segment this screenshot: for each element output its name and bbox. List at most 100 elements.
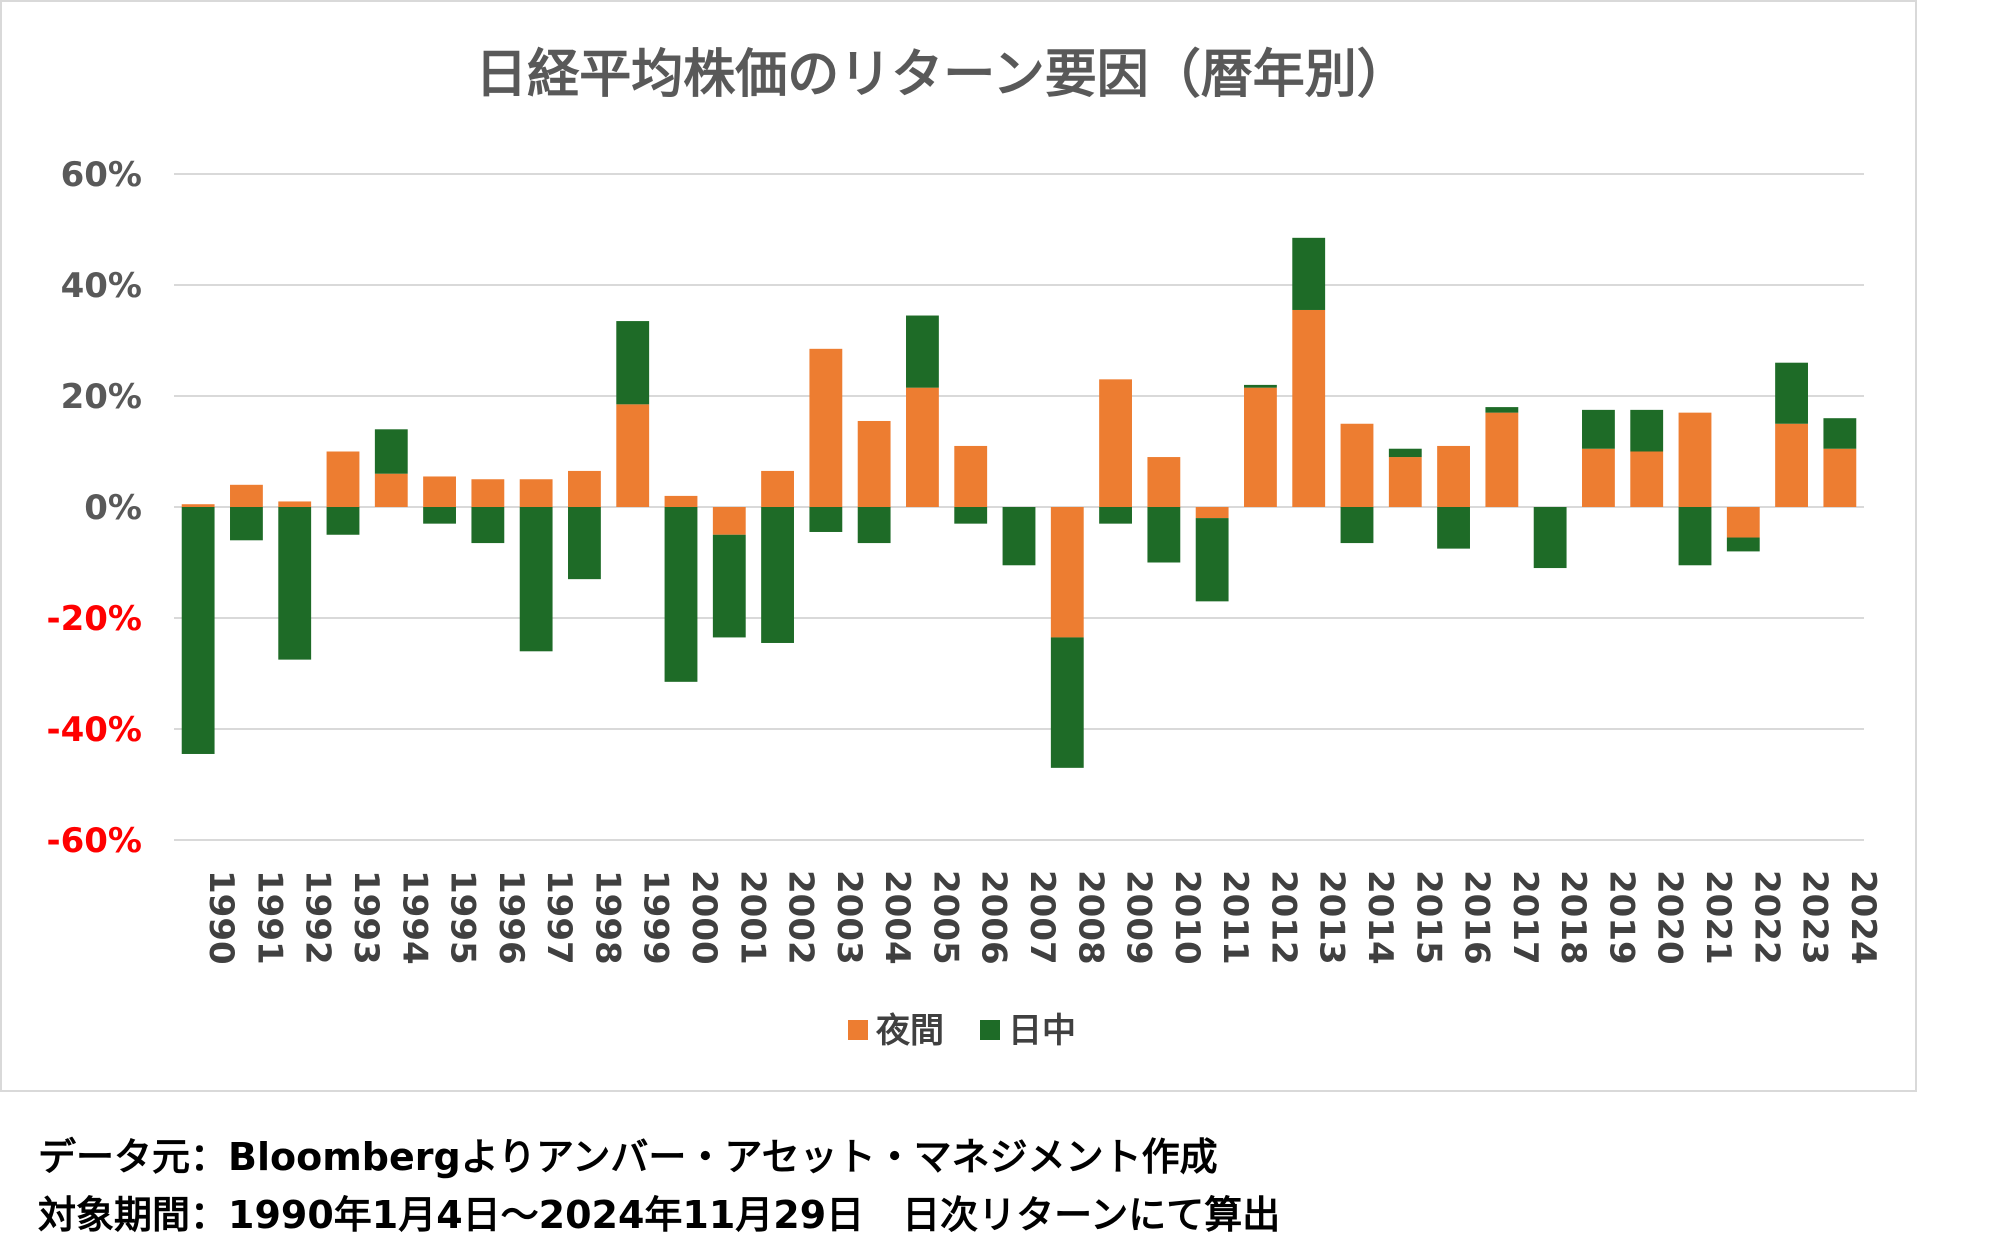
bar-daytime-1999 bbox=[616, 321, 650, 405]
bar-daytime-2023 bbox=[1775, 362, 1808, 424]
bar-overnight-1990 bbox=[181, 504, 215, 507]
x-tick-label: 2004 bbox=[877, 870, 917, 965]
x-tick-label: 1995 bbox=[443, 870, 483, 965]
bar-daytime-2007 bbox=[1002, 507, 1036, 566]
y-tick-label: 60% bbox=[61, 155, 142, 195]
bar-daytime-2010 bbox=[1147, 507, 1181, 563]
legend: 夜間 日中 bbox=[848, 1011, 1076, 1051]
bar-overnight-2000 bbox=[664, 495, 698, 507]
x-tick-label: 2000 bbox=[684, 870, 724, 965]
bar-daytime-2001 bbox=[712, 534, 746, 638]
x-tick-label: 2005 bbox=[925, 870, 965, 965]
y-tick-label: 0% bbox=[84, 488, 142, 528]
bar-overnight-1991 bbox=[230, 484, 263, 507]
bar-overnight-1994 bbox=[374, 473, 408, 507]
bar-daytime-1991 bbox=[230, 507, 263, 541]
x-tick-label: 2015 bbox=[1408, 870, 1448, 965]
footnote-period: 対象期間：1990年1月4日～2024年11月29日 日次リターンにて算出 bbox=[38, 1193, 1281, 1237]
chart-svg: 日経平均株価のリターン要因（暦年別） -60% -40% -20% 0% 20% 40% 6… bbox=[47, 45, 1883, 1051]
bar-daytime-2004 bbox=[857, 507, 891, 544]
x-tick-label: 2002 bbox=[781, 870, 821, 965]
bar-overnight-2022 bbox=[1726, 507, 1760, 538]
x-tick-label: 1998 bbox=[587, 870, 627, 965]
bar-overnight-2003 bbox=[809, 348, 843, 507]
bar-overnight-2013 bbox=[1292, 309, 1326, 507]
y-axis-ticks: -60% -40% -20% 0% 20% 40% 60% bbox=[47, 155, 143, 861]
bar-overnight-2012 bbox=[1244, 387, 1277, 507]
x-tick-label: 1996 bbox=[491, 870, 531, 965]
y-tick-label: -20% bbox=[47, 599, 143, 639]
legend-swatch-overnight bbox=[848, 1020, 868, 1040]
bar-overnight-2004 bbox=[857, 420, 891, 507]
x-tick-label: 2016 bbox=[1457, 870, 1497, 965]
x-tick-label: 2022 bbox=[1746, 870, 1786, 965]
bar-overnight-2024 bbox=[1823, 448, 1857, 507]
x-tick-label: 1999 bbox=[636, 870, 676, 965]
bar-overnight-2020 bbox=[1630, 451, 1664, 507]
chart-title: 日経平均株価のリターン要因（暦年別） bbox=[475, 45, 1408, 105]
legend-label-overnight: 夜間 bbox=[875, 1011, 944, 1051]
footnote-source: データ元：Bloombergよりアンバー・アセット・マネジメント作成 bbox=[38, 1135, 1218, 1179]
x-tick-label: 1991 bbox=[249, 870, 289, 965]
bar-overnight-1992 bbox=[278, 501, 312, 507]
x-tick-label: 2019 bbox=[1601, 870, 1641, 965]
x-tick-label: 2007 bbox=[1022, 870, 1062, 965]
bar-layer bbox=[181, 237, 1857, 768]
x-tick-label: 2014 bbox=[1360, 870, 1400, 965]
bar-overnight-2002 bbox=[761, 470, 794, 507]
bar-overnight-1996 bbox=[471, 479, 505, 507]
x-tick-label: 2023 bbox=[1795, 870, 1835, 965]
x-tick-label: 2011 bbox=[1215, 870, 1255, 965]
bar-daytime-2011 bbox=[1195, 518, 1229, 602]
bar-overnight-1993 bbox=[326, 451, 360, 507]
bar-daytime-2009 bbox=[1099, 507, 1132, 524]
bar-overnight-2016 bbox=[1437, 445, 1470, 507]
x-tick-label: 1992 bbox=[298, 870, 338, 965]
x-tick-label: 2001 bbox=[732, 870, 772, 965]
bar-overnight-2019 bbox=[1582, 448, 1615, 507]
bar-daytime-2005 bbox=[906, 315, 939, 388]
x-tick-label: 2018 bbox=[1553, 870, 1593, 965]
chart-frame: 日経平均株価のリターン要因（暦年別） -60% -40% -20% 0% 20% 40% 6… bbox=[0, 0, 1917, 1092]
bar-overnight-2017 bbox=[1485, 412, 1519, 507]
bar-daytime-2019 bbox=[1582, 409, 1615, 449]
x-tick-label: 2008 bbox=[1070, 870, 1110, 965]
x-tick-label: 1990 bbox=[201, 870, 241, 965]
x-tick-label: 2012 bbox=[1263, 870, 1303, 965]
x-tick-label: 1997 bbox=[539, 870, 579, 965]
footnote: データ元：Bloombergよりアンバー・アセット・マネジメント作成 対象期間：… bbox=[38, 1128, 1280, 1244]
bar-overnight-2001 bbox=[712, 507, 746, 535]
bar-daytime-1996 bbox=[471, 507, 505, 544]
bar-daytime-2008 bbox=[1050, 637, 1084, 768]
bar-overnight-2005 bbox=[906, 387, 939, 507]
bar-daytime-2013 bbox=[1292, 237, 1326, 310]
bar-overnight-2023 bbox=[1775, 423, 1808, 507]
x-tick-label: 2013 bbox=[1312, 870, 1352, 965]
bar-overnight-2008 bbox=[1050, 507, 1084, 638]
bar-overnight-2011 bbox=[1195, 507, 1229, 519]
bar-daytime-2022 bbox=[1726, 537, 1760, 552]
bar-overnight-2009 bbox=[1099, 379, 1132, 507]
bar-daytime-1998 bbox=[568, 507, 601, 580]
bar-daytime-1994 bbox=[374, 429, 408, 474]
x-tick-label: 2024 bbox=[1843, 870, 1883, 965]
x-axis-ticks: 1990 1991 1992 1993 1994 1995 1996 1997 1998 1999… bbox=[201, 870, 1883, 965]
bar-overnight-2014 bbox=[1340, 423, 1374, 507]
bar-daytime-1993 bbox=[326, 507, 360, 535]
y-tick-label: -60% bbox=[47, 821, 143, 861]
legend-swatch-daytime bbox=[980, 1020, 1000, 1040]
bar-overnight-2006 bbox=[954, 445, 988, 507]
x-tick-label: 1994 bbox=[394, 870, 434, 965]
bar-daytime-1990 bbox=[181, 507, 215, 754]
x-tick-label: 1993 bbox=[346, 870, 386, 965]
bar-overnight-1995 bbox=[423, 476, 456, 507]
bar-overnight-2021 bbox=[1678, 412, 1712, 507]
bar-overnight-1997 bbox=[519, 479, 553, 507]
bar-overnight-1998 bbox=[568, 470, 601, 507]
bar-daytime-2014 bbox=[1340, 507, 1374, 544]
bar-daytime-1992 bbox=[278, 507, 312, 660]
y-tick-label: 20% bbox=[61, 377, 142, 417]
x-tick-label: 2017 bbox=[1505, 870, 1545, 965]
bar-daytime-2016 bbox=[1437, 507, 1470, 549]
x-tick-label: 2003 bbox=[829, 870, 869, 965]
